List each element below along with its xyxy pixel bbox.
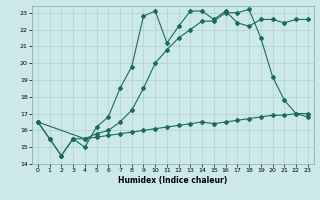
X-axis label: Humidex (Indice chaleur): Humidex (Indice chaleur) [118, 176, 228, 185]
